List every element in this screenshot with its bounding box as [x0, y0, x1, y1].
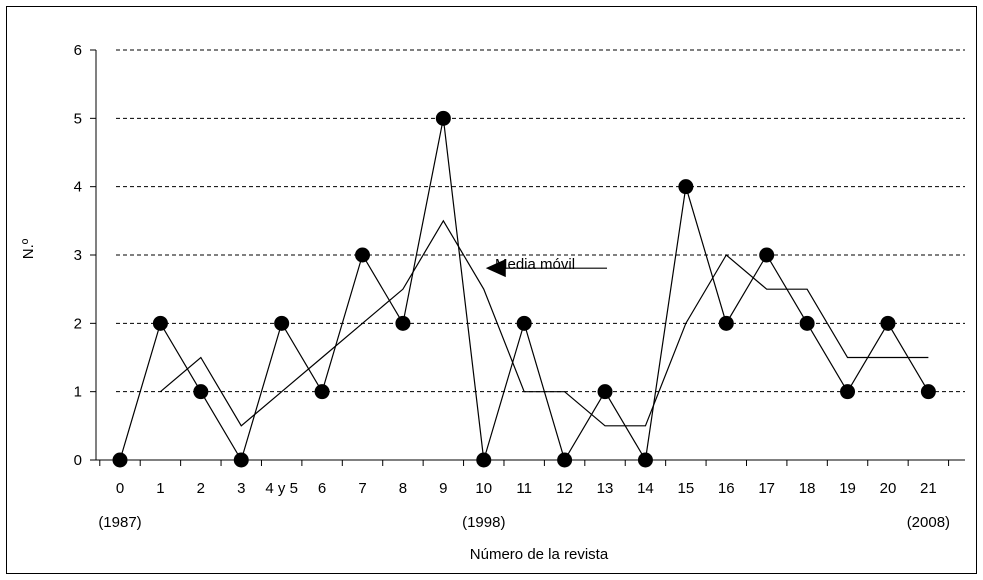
data-point	[152, 315, 168, 331]
x-tick-label: 20	[880, 480, 897, 497]
data-point	[355, 247, 371, 263]
x-tick-label: 12	[556, 480, 573, 497]
y-tick-label: 4	[74, 179, 82, 196]
x-tick-label: 2	[197, 480, 205, 497]
x-tick-label: 13	[597, 480, 614, 497]
data-point	[637, 452, 653, 468]
data-point	[314, 384, 330, 400]
data-point	[435, 110, 451, 126]
y-axis-label: N.º	[20, 238, 37, 259]
data-point	[678, 179, 694, 195]
x-tick-label: 0	[116, 480, 124, 497]
x-tick-label: 8	[399, 480, 407, 497]
y-tick-labels: 0 1 2 3 4 5 6	[74, 42, 82, 469]
x-tick-label: 15	[678, 480, 695, 497]
y-tick-label: 2	[74, 315, 82, 332]
x-tick-label: 21	[920, 480, 937, 497]
grid-lines	[116, 49, 965, 393]
data-point	[557, 452, 573, 468]
y-tick-label: 5	[74, 110, 82, 127]
chart-frame	[6, 6, 977, 574]
data-point	[395, 315, 411, 331]
y-tick-label: 3	[74, 247, 82, 264]
data-point	[274, 315, 290, 331]
data-point	[112, 452, 128, 468]
x-tick-label: 9	[439, 480, 447, 497]
annotation: Media móvil	[485, 256, 607, 278]
y-tick-label: 0	[74, 452, 82, 469]
x-tick-label: 10	[475, 480, 492, 497]
data-point	[840, 384, 856, 400]
x-tick-label: 6	[318, 480, 326, 497]
x-tick-label: 17	[758, 480, 775, 497]
annotation-label: Media móvil	[495, 256, 575, 273]
data-point	[759, 247, 775, 263]
x-year-label: (1987)	[98, 514, 141, 531]
data-point	[516, 315, 532, 331]
x-year-label: (1998)	[462, 514, 505, 531]
x-year-label: (2008)	[907, 514, 950, 531]
data-point	[920, 384, 936, 400]
x-tick-label: 18	[799, 480, 816, 497]
annotation-arrow-head	[485, 259, 506, 278]
y-tick-label: 1	[74, 384, 82, 401]
data-point	[718, 315, 734, 331]
data-point	[880, 315, 896, 331]
data-point	[597, 384, 613, 400]
x-axis-label: Número de la revista	[470, 546, 609, 563]
x-tick-label: 3	[237, 480, 245, 497]
x-tick-label: 4 y 5	[265, 480, 298, 497]
data-point	[193, 384, 209, 400]
x-tick-label: 14	[637, 480, 654, 497]
x-tick-label: 16	[718, 480, 735, 497]
data-point	[799, 315, 815, 331]
x-tick-label: 19	[839, 480, 856, 497]
data-point	[476, 452, 492, 468]
data-point	[233, 452, 249, 468]
x-tick-label: 11	[516, 480, 532, 497]
x-tick-label: 1	[156, 480, 164, 497]
x-tick-label: 7	[358, 480, 366, 497]
y-tick-label: 6	[74, 42, 82, 59]
data-series	[112, 110, 936, 468]
